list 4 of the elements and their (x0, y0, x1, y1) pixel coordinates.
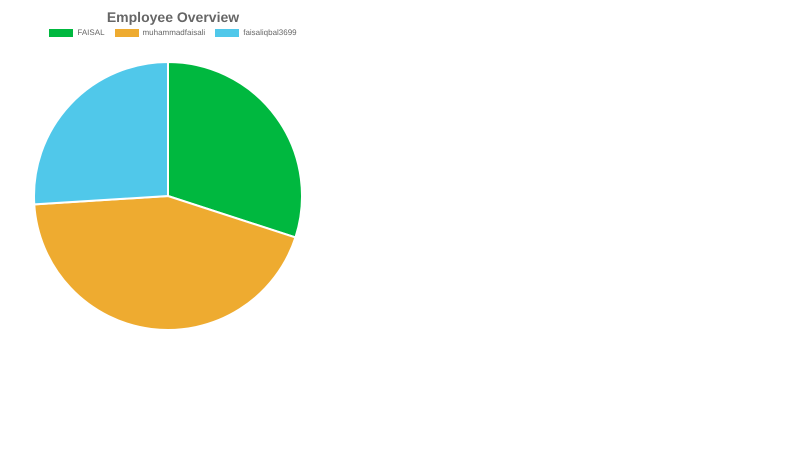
legend-label: faisaliqbal3699 (242, 28, 297, 37)
legend-label: muhammadfaisali (142, 28, 206, 37)
chart-title: Employee Overview (106, 8, 240, 27)
legend-label: FAISAL (76, 28, 105, 37)
